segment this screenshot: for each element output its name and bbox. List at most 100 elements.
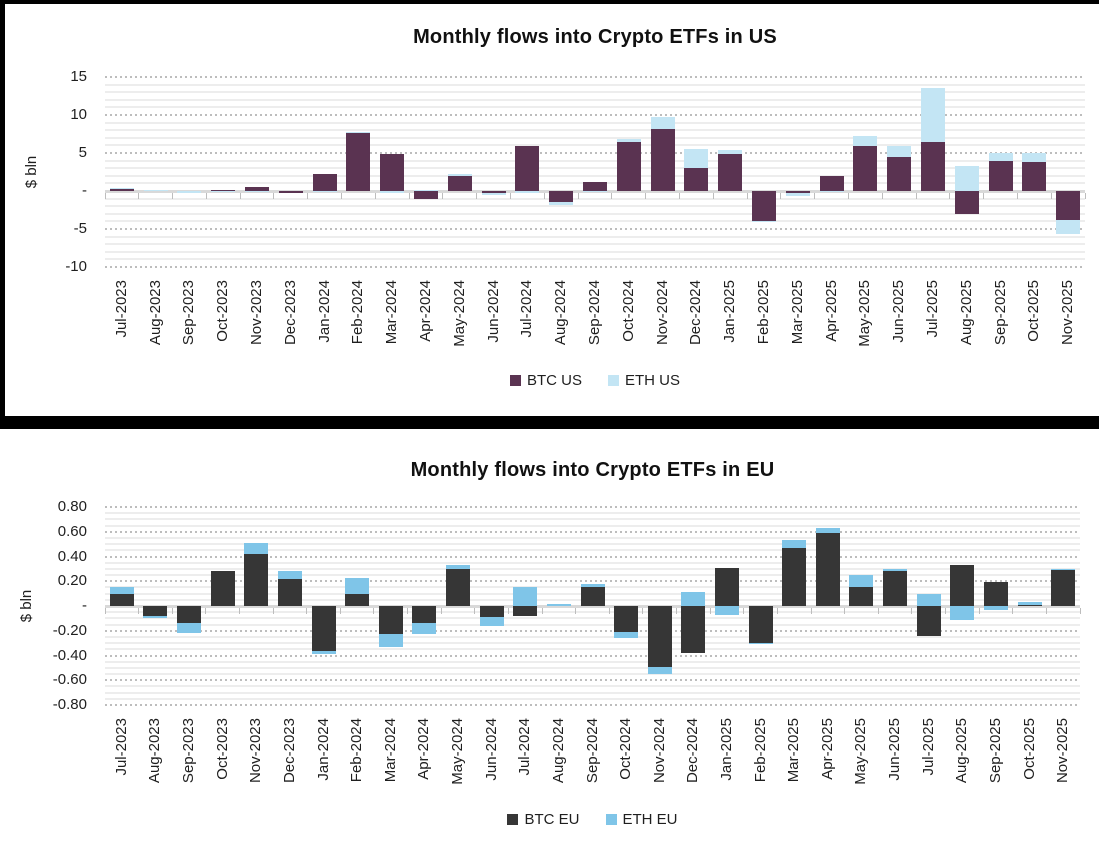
bar-btc-us <box>684 168 709 191</box>
bar-btc-us <box>887 156 912 191</box>
axis-tick-mark <box>442 192 444 199</box>
legend-swatch <box>507 813 519 825</box>
axis-tick-mark <box>678 192 680 199</box>
bar-btc-us <box>481 191 506 194</box>
bar-eth-us <box>549 201 574 205</box>
axis-tick-mark <box>877 607 879 614</box>
x-axis-label: Dec-2024 <box>684 718 702 784</box>
y-tick-label: 0.80 <box>57 498 87 515</box>
bar-btc-eu <box>614 606 639 632</box>
bar-btc-eu <box>244 554 269 606</box>
bar-eth-us <box>346 131 371 134</box>
major-gridline <box>105 506 1080 508</box>
legend-swatch <box>605 813 617 825</box>
major-gridline <box>105 152 1085 154</box>
eu-chart-title: Monthly flows into Crypto ETFs in EU <box>410 459 775 481</box>
minor-gridline <box>105 174 1085 177</box>
y-tick-label: 0.40 <box>57 547 87 565</box>
bar-btc-us <box>447 175 472 191</box>
axis-tick-mark <box>307 192 309 199</box>
bar-eth-us <box>785 192 810 196</box>
x-axis-label: Nov-2024 <box>653 280 671 346</box>
bar-eth-eu <box>950 606 975 620</box>
axis-tick-mark <box>138 607 140 614</box>
axis-tick-mark <box>172 192 174 199</box>
bar-btc-us <box>853 146 878 191</box>
bar-btc-eu <box>983 582 1008 606</box>
x-axis-label: Nov-2025 <box>1054 718 1072 784</box>
bar-eth-eu <box>647 666 672 675</box>
y-tick-label: 5 <box>78 144 87 161</box>
bar-eth-eu <box>849 575 874 588</box>
x-axis-label: Apr-2024 <box>415 718 433 780</box>
axis-tick-mark <box>440 607 442 614</box>
major-gridline <box>105 629 1080 632</box>
x-axis-label: Dec-2023 <box>281 280 299 346</box>
axis-tick-mark <box>138 192 140 199</box>
bar-eth-us <box>414 190 439 192</box>
bar-eth-eu <box>546 603 571 606</box>
y-tick-label: -5 <box>73 220 87 237</box>
minor-gridline <box>105 159 1085 162</box>
us-y-axis: 15 10 5 - -5 -10 <box>5 68 97 275</box>
major-gridline <box>105 530 1080 533</box>
bar-eth-us <box>245 191 270 192</box>
minor-gridline <box>105 144 1085 147</box>
bar-btc-eu <box>210 571 235 606</box>
x-axis-label: Dec-2024 <box>687 280 705 346</box>
axis-tick-mark <box>543 192 545 199</box>
minor-gridline <box>105 136 1085 139</box>
y-tick-label: 0.60 <box>57 522 87 540</box>
minor-gridline <box>105 205 1085 208</box>
x-axis-label: Jun-2025 <box>890 280 908 343</box>
bar-btc-us <box>1056 191 1081 220</box>
zero-axis-line <box>105 604 1080 608</box>
bar-eth-us <box>616 139 641 142</box>
x-axis-label: Jul-2024 <box>518 280 536 338</box>
major-gridline <box>105 580 1080 583</box>
bar-eth-eu <box>277 571 302 579</box>
bar-btc-us <box>583 181 607 191</box>
axis-tick-mark <box>810 607 812 614</box>
major-gridline <box>105 228 1085 230</box>
axis-tick-mark <box>1084 192 1086 199</box>
minor-gridline <box>105 512 1080 515</box>
x-axis-label: Dec-2023 <box>280 718 298 784</box>
axis-tick-mark <box>676 607 678 614</box>
x-axis-label: May-2024 <box>450 280 468 347</box>
minor-gridline <box>105 648 1080 651</box>
x-axis-label: Apr-2025 <box>822 280 840 342</box>
bar-btc-us <box>109 188 134 191</box>
bar-btc-eu <box>714 567 739 606</box>
bar-btc-us <box>920 141 945 191</box>
x-axis-label: Jul-2023 <box>112 280 130 338</box>
bar-eth-eu <box>311 650 336 655</box>
axis-tick-mark <box>949 192 951 199</box>
minor-gridline <box>105 197 1085 200</box>
minor-gridline <box>105 697 1080 700</box>
us-chart-frame: Monthly flows into Crypto ETFs in US $ b… <box>0 0 1099 429</box>
bar-eth-eu <box>883 568 908 572</box>
x-axis-label: Oct-2023 <box>213 718 231 780</box>
minor-gridline <box>105 561 1080 564</box>
x-axis-label: Jul-2025 <box>919 718 937 776</box>
axis-tick-mark <box>945 607 947 614</box>
minor-gridline <box>105 549 1080 552</box>
bar-eth-us <box>109 187 134 189</box>
legend-item: ETH EU <box>605 811 678 828</box>
bar-eth-eu <box>681 592 706 606</box>
us-x-axis: Jul-2023 Aug-2023 Sep-2023 Oct-2023 Nov-2023… <box>105 273 1085 378</box>
eu-legend: BTC EU ETH EU <box>105 809 1080 829</box>
x-axis-label: Feb-2025 <box>751 718 769 783</box>
axis-tick-mark <box>510 192 512 199</box>
axis-tick-mark <box>407 607 409 614</box>
bar-btc-us <box>1022 162 1047 191</box>
legend-swatch <box>509 374 521 386</box>
bar-eth-eu <box>748 643 773 645</box>
minor-gridline <box>105 167 1085 170</box>
minor-gridline <box>105 611 1080 614</box>
bar-eth-us <box>684 149 709 169</box>
bar-eth-us <box>650 117 675 130</box>
x-axis-label: Nov-2025 <box>1059 280 1077 346</box>
bar-eth-us <box>312 191 337 192</box>
